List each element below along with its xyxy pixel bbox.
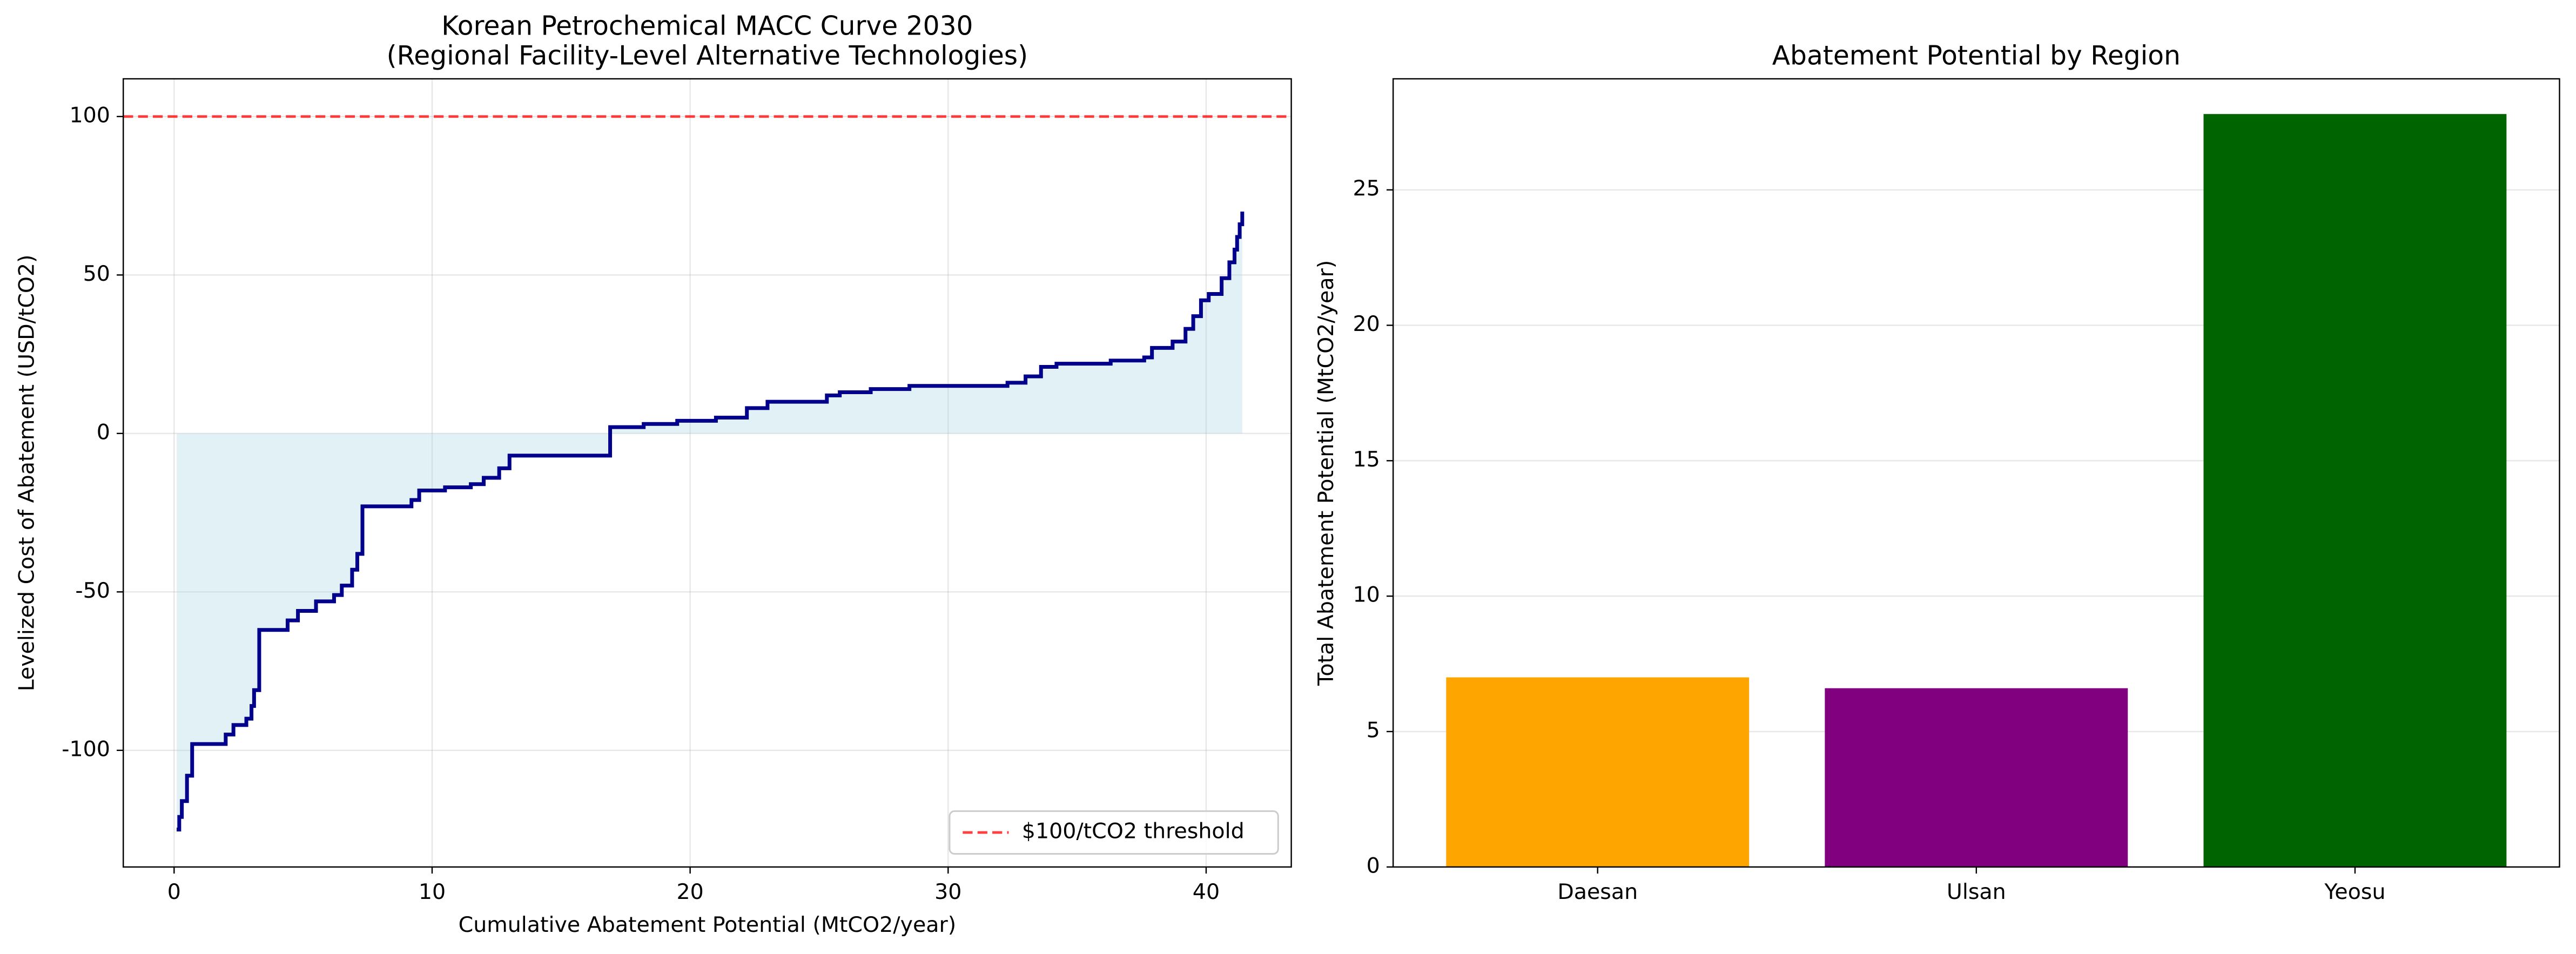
y-tick-label: 0 (97, 420, 110, 444)
y-axis-label: Levelized Cost of Abatement (USD/tCO2) (14, 254, 39, 691)
y-tick-label: -50 (75, 578, 110, 603)
x-tick-label: 0 (167, 879, 181, 904)
x-tick-label: 30 (934, 879, 961, 904)
chart-title: (Regional Facility-Level Alternative Tec… (387, 40, 1028, 71)
chart-title: Abatement Potential by Region (1772, 40, 2181, 71)
y-tick-label: 100 (69, 103, 110, 127)
plot-frame (1392, 78, 2560, 868)
bar (1825, 688, 2128, 867)
x-tick-label: Daesan (1557, 879, 1638, 904)
y-tick-label: 10 (1353, 583, 1380, 607)
y-tick-label: 0 (1367, 853, 1380, 878)
legend-box (949, 810, 1279, 855)
legend-label: $100/tCO2 threshold (1022, 818, 1245, 843)
x-tick-label: 10 (419, 879, 446, 904)
chart-title: Korean Petrochemical MACC Curve 2030 (441, 11, 973, 42)
step-line (177, 211, 1245, 832)
y-tick-label: -100 (62, 736, 110, 761)
y-axis-label: Total Abatement Potential (MtCO2/year) (1314, 260, 1339, 686)
y-tick-label: 25 (1353, 176, 1380, 201)
y-tick-label: 15 (1353, 447, 1380, 472)
y-tick-label: 50 (83, 261, 110, 286)
bar (2203, 114, 2507, 867)
plot-frame (122, 78, 1292, 868)
y-tick-label: 5 (1367, 718, 1380, 742)
x-axis-label: Cumulative Abatement Potential (MtCO2/ye… (459, 912, 957, 937)
x-tick-label: 40 (1193, 879, 1220, 904)
x-tick-label: Ulsan (1947, 879, 2006, 904)
x-tick-label: 20 (676, 879, 703, 904)
y-tick-label: 20 (1353, 312, 1380, 336)
x-tick-label: Yeosu (2324, 879, 2385, 904)
bar (1446, 677, 1750, 867)
